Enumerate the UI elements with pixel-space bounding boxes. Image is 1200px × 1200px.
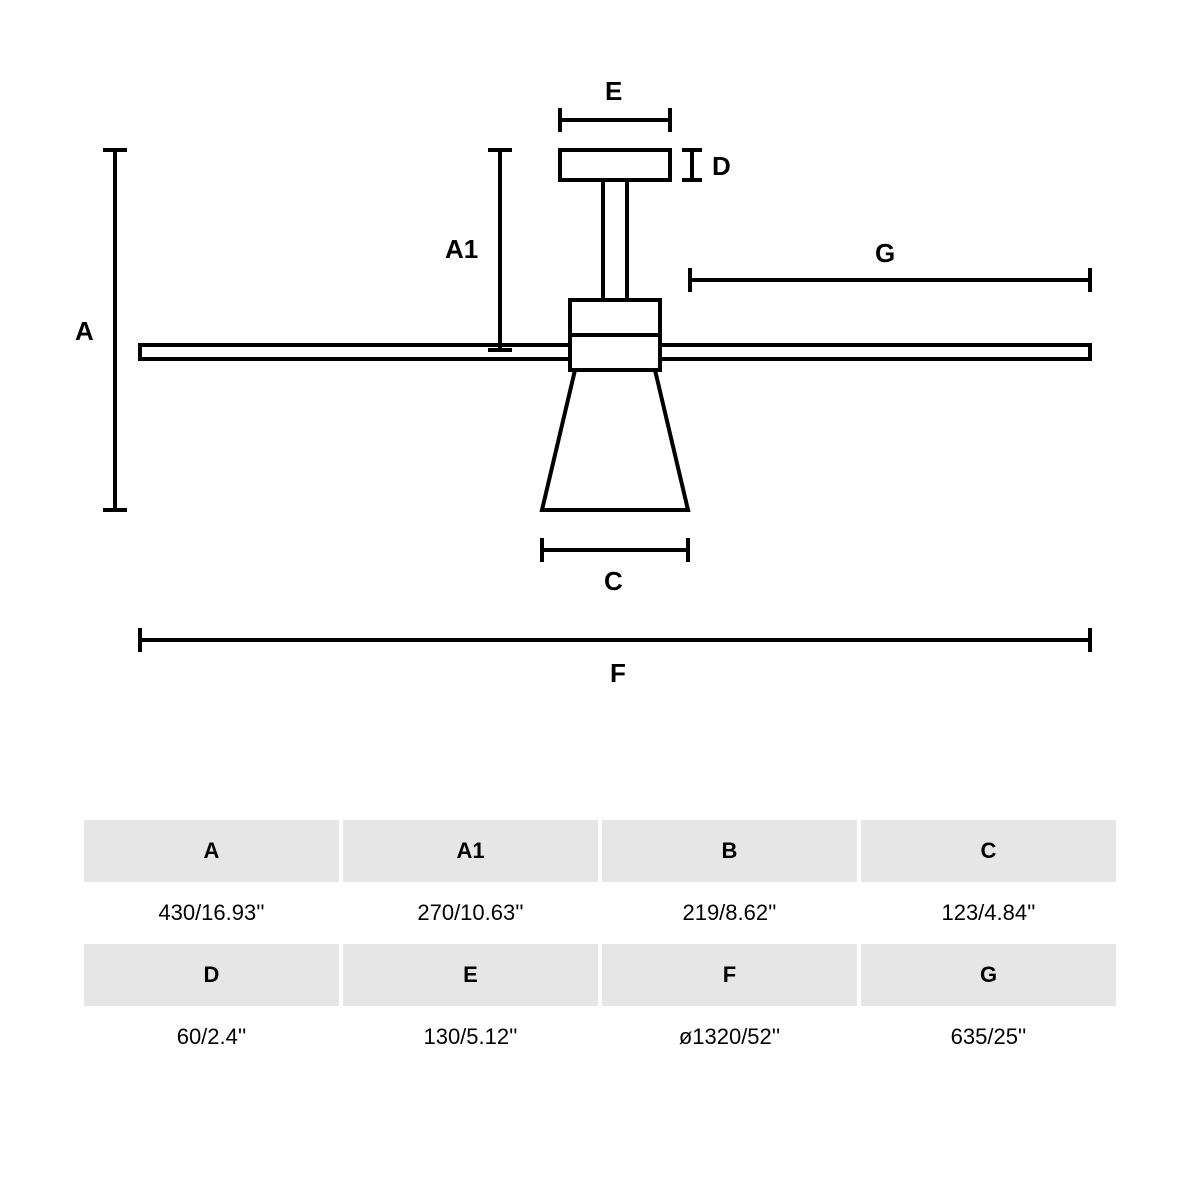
hdr-A: A [84,820,339,882]
val-E: 130/5.12'' [343,1006,598,1068]
label-F: F [610,658,626,688]
canopy [560,150,670,180]
val-C: 123/4.84'' [861,882,1116,944]
val-D: 60/2.4'' [84,1006,339,1068]
label-G: G [875,238,895,268]
val-F: ø1320/52'' [602,1006,857,1068]
label-D: D [712,151,731,181]
blade-right [660,345,1090,359]
technical-diagram: A A1 E D G C F [0,0,1200,760]
val-G: 635/25'' [861,1006,1116,1068]
hdr-D: D [84,944,339,1006]
hdr-C: C [861,820,1116,882]
diagram-svg: A A1 E D G C F [0,0,1200,760]
dimensions-table: A A1 B C 430/16.93'' 270/10.63'' 219/8.6… [80,820,1120,1068]
val-A1: 270/10.63'' [343,882,598,944]
hdr-E: E [343,944,598,1006]
val-B: 219/8.62'' [602,882,857,944]
hdr-A1: A1 [343,820,598,882]
downrod [603,180,627,300]
val-A: 430/16.93'' [84,882,339,944]
hdr-F: F [602,944,857,1006]
label-A: A [75,316,94,346]
label-C: C [604,566,623,596]
label-A1: A1 [445,234,478,264]
light-shade [542,370,688,510]
label-E: E [605,76,622,106]
dim-table: A A1 B C 430/16.93'' 270/10.63'' 219/8.6… [80,820,1120,1068]
hdr-G: G [861,944,1116,1006]
hdr-B: B [602,820,857,882]
